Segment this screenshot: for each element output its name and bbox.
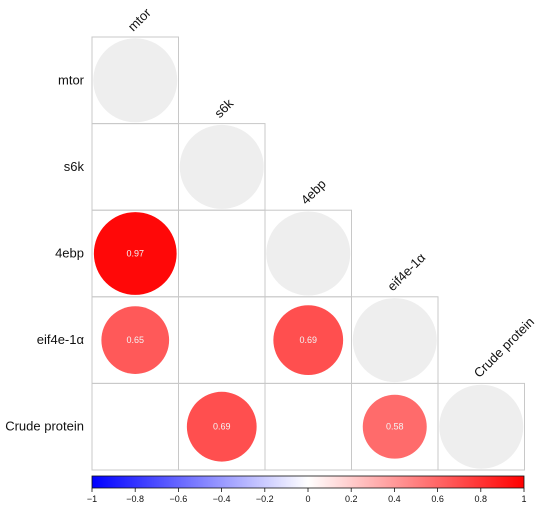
column-label: mtor	[125, 5, 154, 34]
grid-cell	[91, 123, 179, 211]
colorbar-tick-label: −0.8	[126, 494, 144, 504]
correlation-circle	[93, 212, 177, 295]
column-label: s6k	[211, 95, 236, 120]
correlation-value-label: 0.65	[126, 335, 144, 345]
colorbar-tick-label: 0.2	[345, 494, 358, 504]
column-label: 4ebp	[298, 176, 329, 207]
grid-cell	[437, 382, 525, 471]
column-label: Crude protein	[471, 314, 537, 380]
colorbar-gradient	[92, 476, 524, 488]
diagonal-circle	[352, 298, 437, 383]
row-label: mtor	[58, 72, 85, 87]
colorbar-tick-label: 0.6	[431, 494, 444, 504]
correlation-circle	[186, 391, 257, 462]
correlation-value-label: 0.97	[126, 249, 144, 259]
row-label: 4ebp	[55, 246, 84, 261]
correlation-circle	[273, 305, 344, 375]
correlation-circle	[362, 394, 427, 459]
column-label: eif4e-1α	[384, 250, 428, 294]
correlation-circles: 0.97 0.65 0.69 0.69 0.58	[93, 38, 524, 469]
correlation-value-label: 0.58	[386, 422, 404, 432]
colorbar-tick-label: 0.8	[475, 494, 488, 504]
colorbar-tick-label: −0.4	[213, 494, 231, 504]
colorbar-tick-label: 0	[305, 494, 310, 504]
grid-cell	[178, 209, 266, 298]
grid-cells	[91, 36, 525, 471]
axis-labels: mtor mtor s6k s6k 4ebp 4ebp eif4e-1α eif4e-1α Cr…	[5, 5, 537, 434]
colorbar-tick-label: −0.2	[256, 494, 274, 504]
colorbar-tick-label: 0.4	[388, 494, 401, 504]
grid-cell	[264, 382, 352, 471]
diagonal-circle	[439, 384, 524, 469]
correlation-value-label: 0.69	[299, 335, 317, 345]
row-label: Crude protein	[5, 419, 84, 434]
row-label: eif4e-1α	[37, 332, 85, 347]
colorbar-tick-label: −1	[87, 494, 97, 504]
grid-cell	[91, 382, 179, 471]
row-label: s6k	[64, 159, 85, 174]
colorbar-tick-label: 1	[521, 494, 526, 504]
diagonal-circle	[93, 38, 178, 123]
colorbar: −1 −0.8 −0.6 −0.4 −0.2 0 0.2 0.4 0.6 0.8 1	[87, 475, 527, 504]
correlation-circle	[101, 306, 170, 374]
diagonal-circle	[266, 211, 351, 296]
correlation-value-label: 0.69	[213, 422, 231, 432]
diagonal-circle	[179, 124, 264, 209]
grid-cell	[178, 296, 266, 384]
colorbar-tick-label: −0.6	[170, 494, 188, 504]
